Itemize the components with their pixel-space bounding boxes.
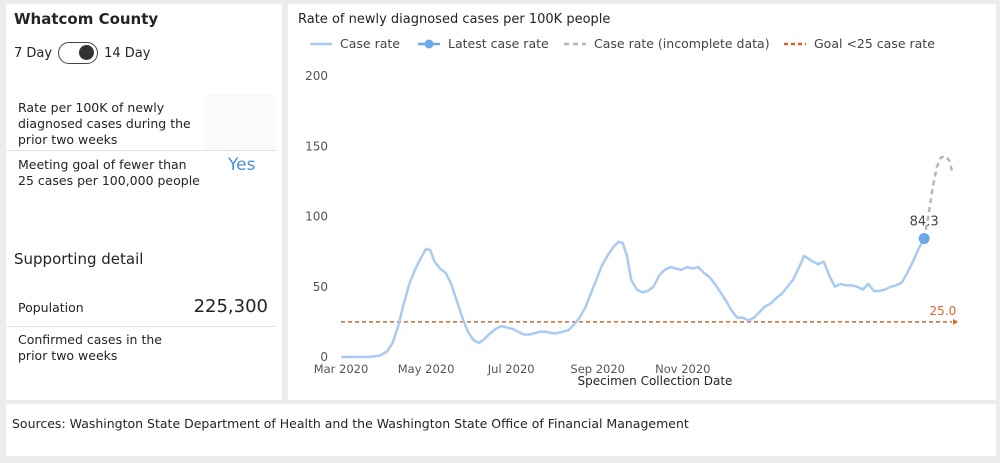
county-title: Whatcom County [14, 10, 159, 28]
chart-card: Rate of newly diagnosed cases per 100K p… [288, 4, 996, 400]
sources-card: Sources: Washington State Department of … [6, 404, 996, 456]
chart-title: Rate of newly diagnosed cases per 100K p… [298, 12, 610, 27]
legend-label-2: Case rate (incomplete data) [594, 36, 770, 51]
x-axis-title: Specimen Collection Date [578, 374, 733, 388]
x-tick-label: Jul 2020 [487, 362, 535, 376]
rate-label: Rate per 100K of newly diagnosed cases d… [18, 100, 191, 147]
legend-marker-1 [424, 39, 434, 49]
y-axis: 0 50 100 150 200 [305, 69, 328, 364]
y-tick-label: 50 [313, 280, 328, 294]
supporting-detail-title: Supporting detail [14, 250, 144, 268]
goal-row: Meeting goal of fewer than 25 cases per … [6, 154, 276, 210]
x-axis: Mar 2020 May 2020 Jul 2020 Sep 2020 Nov 2020 [314, 362, 711, 376]
goal-value-label: 25.0 [930, 304, 957, 318]
y-tick-label: 0 [320, 350, 328, 364]
case-rate-chart[interactable]: Rate of newly diagnosed cases per 100K p… [288, 4, 996, 400]
day-range-toggle-row: 7 Day 14 Day [14, 42, 150, 64]
population-value: 225,300 [193, 296, 268, 317]
toggle-knob[interactable] [79, 45, 95, 60]
legend-label-3: Goal <25 case rate [814, 36, 935, 51]
toggle-14-day-label[interactable]: 14 Day [104, 45, 151, 61]
chart-legend: Case rate Latest case rate Case rate (inco… [310, 36, 935, 51]
rate-row: Rate per 100K of newly diagnosed cases d… [6, 94, 276, 151]
legend-label-1: Latest case rate [448, 36, 549, 51]
y-tick-label: 200 [305, 69, 328, 83]
confirmed-cases-label: Confirmed cases in the prior two weeks [18, 332, 162, 363]
rate-value [204, 94, 276, 150]
goal-label: Meeting goal of fewer than 25 cases per … [18, 157, 200, 188]
sources-text: Sources: Washington State Department of … [12, 416, 689, 431]
latest-case-rate-label: 84.3 [910, 215, 939, 230]
goal-value: Yes [228, 155, 256, 175]
y-tick-label: 150 [305, 139, 328, 153]
legend-label-0: Case rate [340, 36, 400, 51]
x-tick-label: Mar 2020 [314, 362, 369, 376]
summary-card: Whatcom County 7 Day 14 Day Rate per 100… [6, 4, 282, 400]
latest-case-rate-point [918, 233, 930, 245]
goal-line-end-marker [953, 318, 959, 325]
toggle-7-day-label[interactable]: 7 Day [14, 45, 53, 61]
x-tick-label: May 2020 [398, 362, 455, 376]
chart-marks: 25.0 84.3 [341, 154, 959, 359]
day-range-toggle[interactable] [58, 42, 99, 64]
population-row: Population 225,300 [6, 290, 276, 327]
x-tick-label: Sep 2020 [570, 362, 625, 376]
y-tick-label: 100 [305, 210, 328, 224]
population-label: Population [18, 300, 84, 315]
incomplete-data-line [922, 154, 954, 239]
confirmed-cases-row: Confirmed cases in the prior two weeks [6, 330, 276, 366]
x-tick-label: Nov 2020 [655, 362, 710, 376]
case-rate-line [341, 237, 926, 359]
